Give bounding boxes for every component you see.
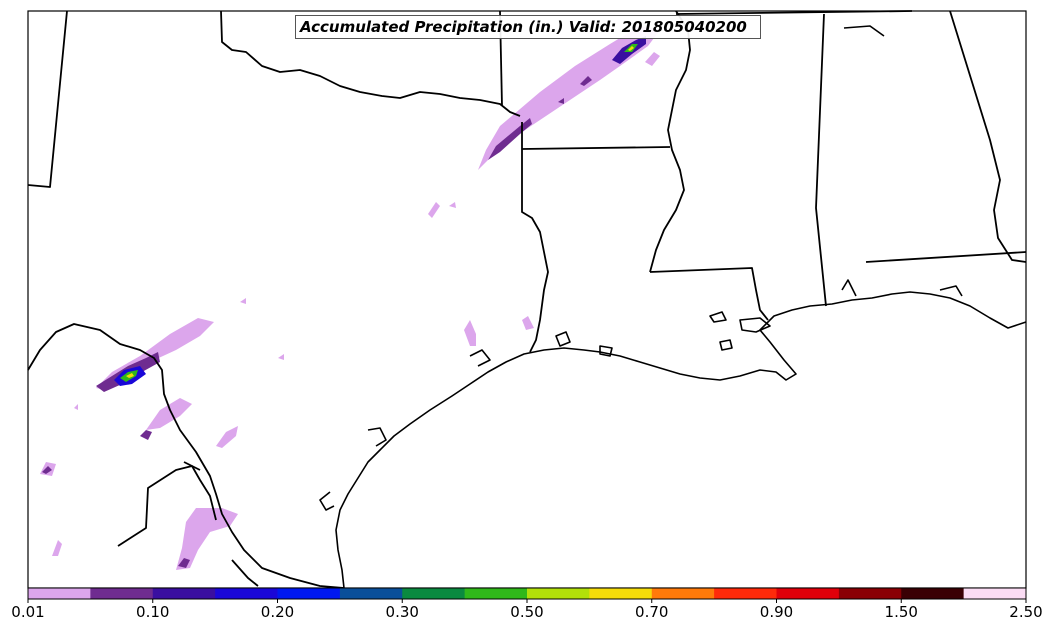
colorbar-bin <box>901 588 965 599</box>
precip-dark <box>42 36 646 568</box>
precip-swath-arkansas <box>478 26 660 170</box>
precip-blob-centraltx-2 <box>522 316 534 330</box>
colorbar-tick-label: 0.90 <box>759 603 794 621</box>
colorbar-bin <box>838 588 902 599</box>
colorbar-bin <box>28 588 91 599</box>
precip-core-north-yellow <box>628 46 634 51</box>
boundary-tx-nm <box>27 10 68 188</box>
coastline-gulf <box>335 291 1027 589</box>
precip-blob-mexico-2 <box>52 540 62 556</box>
colorbar-tick-label: 1.50 <box>884 603 918 621</box>
boundary-mexico-states-2 <box>183 461 201 471</box>
colorbar-bin <box>714 588 778 599</box>
coastline-bay-1 <box>319 491 335 511</box>
precip-core-westtx-yellow <box>126 373 134 378</box>
colorbar-tick-label: 0.01 <box>11 603 45 621</box>
boundary-mississippi-river <box>649 10 691 273</box>
boundary-mexico-states-1 <box>117 465 217 547</box>
colorbar-bin <box>402 588 466 599</box>
coastline-island-1 <box>555 331 571 347</box>
map-title: Accumulated Precipitation (in.) Valid: 2… <box>295 15 761 39</box>
coastline-bay-2 <box>367 427 387 447</box>
precip-blob-arkansas-east <box>645 52 660 66</box>
boundary-ar-la <box>521 146 671 150</box>
colorbar-bin <box>277 588 341 599</box>
precip-core-westtx-2 <box>140 430 152 440</box>
boundary-la-ms <box>649 267 769 321</box>
colorbar-bin <box>776 588 840 599</box>
boundary-ok-tx <box>220 10 521 117</box>
boundary-mexico-states-3 <box>231 559 259 587</box>
precip-core-mexico <box>178 558 190 568</box>
colorbar-tick-label: 0.30 <box>385 603 419 621</box>
colorbar-tick-label: 0.20 <box>260 603 295 621</box>
coastline-lake-pontchartrain <box>739 317 771 333</box>
colorbar-tick-label: 0.70 <box>635 603 669 621</box>
coastline-inlet-2 <box>841 279 857 297</box>
colorbar-bin <box>527 588 590 599</box>
coastline-bay-3 <box>469 349 491 367</box>
precip-blob-oklahoma-small-2 <box>449 202 456 208</box>
colorbar-bin <box>651 588 715 599</box>
colorbar-ticks <box>27 599 1027 603</box>
colorbar-bin <box>215 588 279 599</box>
precip-dot-3 <box>74 404 78 410</box>
boundary-tx-ar-la <box>521 122 549 353</box>
precip-core-westtx-3 <box>42 466 52 474</box>
colorbar <box>28 588 1027 599</box>
coastline-inlet-1 <box>843 25 885 37</box>
colorbar-bin <box>464 588 528 599</box>
colorbar-tick-label: 0.10 <box>136 603 170 621</box>
boundary-ms-al <box>815 13 827 307</box>
colorbar-bin <box>152 588 216 599</box>
colorbar-bin <box>963 588 1027 599</box>
precip-core-arkansas-2 <box>580 76 592 86</box>
map-background <box>28 11 1026 588</box>
precip-core-arkansas <box>488 118 532 160</box>
coastline-island-2 <box>599 345 613 357</box>
colorbar-frame <box>27 587 1027 600</box>
boundary-al-fl <box>865 251 1027 263</box>
precip-dot-2 <box>278 354 284 360</box>
coastline-inlet-3 <box>939 285 963 297</box>
colorbar-bin <box>589 588 653 599</box>
precip-blob-mexico <box>176 508 238 570</box>
colorbar-bin <box>339 588 403 599</box>
coastline <box>319 25 1027 589</box>
precip-blob-westtx-2 <box>216 426 238 448</box>
boundaries <box>27 10 1027 589</box>
precip-blob-westtx-1 <box>146 398 192 430</box>
colorbar-tick-label: 2.50 <box>1009 603 1043 621</box>
precip-core-arkansas-3 <box>558 98 564 104</box>
precip-blob-oklahoma-small-1 <box>428 202 440 218</box>
precip-blob-centraltx-1 <box>464 320 476 346</box>
coastline-island-3 <box>709 311 727 323</box>
coastline-island-4 <box>719 339 733 351</box>
boundary-tx-mexico <box>27 323 345 589</box>
colorbar-bin <box>90 588 154 599</box>
precip-dot-1 <box>240 298 246 304</box>
boundary-al-ga <box>949 10 1027 263</box>
colorbar-tick-label: 0.50 <box>510 603 544 621</box>
